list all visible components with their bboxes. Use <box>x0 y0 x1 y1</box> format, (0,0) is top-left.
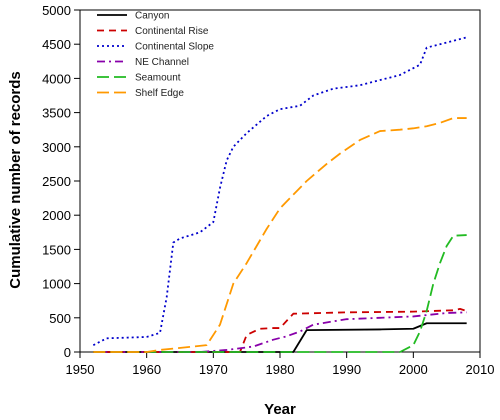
legend-label: Continental Rise <box>135 26 209 37</box>
y-tick-label: 5000 <box>42 3 71 18</box>
x-tick-label: 2000 <box>399 362 428 377</box>
y-tick-label: 4000 <box>42 71 71 86</box>
x-tick-label: 1990 <box>332 362 361 377</box>
legend-label: Seamount <box>135 73 181 84</box>
legend-label: Canyon <box>135 11 169 22</box>
legend: Canyon Continental Rise Continental Slope N… <box>97 11 214 99</box>
series-line-continental-rise <box>93 308 467 353</box>
series-layer <box>92 36 467 353</box>
y-tick-label: 2500 <box>42 174 71 189</box>
y-tick-label: 0 <box>64 345 71 360</box>
y-tick-label: 3500 <box>42 106 71 121</box>
series-line-ne-channel <box>93 311 467 353</box>
series-line-canyon <box>93 322 467 353</box>
x-tick-label: 1950 <box>66 362 95 377</box>
y-tick-label: 4500 <box>42 37 71 52</box>
x-tick-label: 1970 <box>199 362 228 377</box>
y-axis-title: Cumulative number of records <box>7 71 24 289</box>
y-tick-label: 1500 <box>42 242 71 257</box>
legend-label: Shelf Edge <box>135 88 184 99</box>
legend-label: NE Channel <box>135 57 189 68</box>
x-tick-label: 2010 <box>466 362 495 377</box>
y-tick-label: 2000 <box>42 208 71 223</box>
series-line-seamount <box>93 234 467 353</box>
series-line-continental-slope <box>92 36 467 346</box>
axes: 1950 1960 1970 1980 1990 2000 2010 0 500 1000 1500… <box>42 3 494 377</box>
legend-label: Continental Slope <box>135 42 214 53</box>
y-tick-label: 500 <box>49 311 71 326</box>
x-axis-title: Year <box>264 401 296 418</box>
series-line-shelf-edge <box>93 117 467 353</box>
x-tick-label: 1960 <box>132 362 161 377</box>
y-tick-label: 1000 <box>42 277 71 292</box>
y-tick-label: 3000 <box>42 140 71 155</box>
x-tick-label: 1980 <box>266 362 295 377</box>
